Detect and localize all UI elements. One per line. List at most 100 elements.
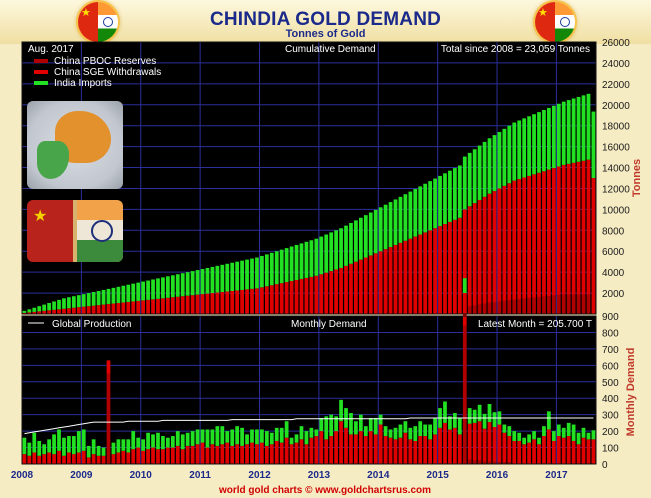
sge-bar [146,299,150,314]
pboc-bar [472,305,477,314]
sge-bar [205,293,210,314]
india-bar [116,286,121,304]
india-bar [260,255,264,288]
y-tick-label: 12000 [602,184,630,195]
x-tick-label: 2016 [486,470,509,481]
sge-bar [408,238,413,314]
x-tick-label: 2015 [427,470,450,481]
sge-bar [314,275,319,314]
india-bar [136,282,141,301]
india-bar [180,273,185,297]
india-bar [294,434,299,443]
india-bar [106,288,111,305]
sge-bar [284,437,289,464]
sge-bar [47,310,51,314]
india-bar [52,434,56,455]
india-bar [571,98,576,163]
india-bar [264,431,269,446]
sge-bar [438,226,442,314]
sge-bar [492,191,497,302]
pboc-bar [586,294,591,314]
india-bar [344,408,348,428]
sge-bar [274,440,279,464]
india-bar [146,280,150,300]
india-bar [250,429,254,443]
india-bar [235,261,240,291]
y-tick-label: 700 [602,345,619,356]
india-bar [358,414,363,432]
sge-bar [378,424,383,464]
pboc-bar [507,300,512,314]
india-bar [86,445,91,458]
sge-bar [418,234,423,314]
india-bar [329,232,334,272]
india-bar [561,427,566,438]
india-bar [190,431,195,446]
sge-bar [576,161,581,295]
sge-bar [264,286,269,314]
sge-bar [230,290,235,314]
india-bar [472,149,477,204]
y-tick-label: 900 [602,312,619,323]
sge-bar [398,437,403,464]
india-bar [482,413,487,429]
y-tick-label: 8000 [602,226,625,237]
sge-bar [161,449,165,464]
sge-bar [255,288,259,314]
sge-bar [250,442,254,464]
china-india-medal-icon: ★ [535,2,575,42]
pboc-bar [571,294,576,314]
india-bar [250,258,254,289]
sge-bar [57,450,61,464]
pboc-bar [522,298,527,314]
sge-bar [512,180,517,300]
sge-bar [581,160,586,295]
sge-bar [195,294,200,314]
sge-bar [37,311,42,314]
india-bar [398,196,403,243]
india-bar [324,416,329,440]
sge-bar [215,445,220,464]
india-bar [299,426,304,440]
sge-bar [457,217,462,314]
india-bar [393,199,398,245]
sge-bar [507,183,512,301]
pboc-bar [512,299,517,314]
india-bar [22,437,27,455]
sge-bar [205,447,210,464]
india-bar [151,279,155,300]
sge-bar [175,296,180,314]
sge-bar [255,444,259,464]
india-bar [101,289,106,305]
sge-bar [27,312,32,314]
sge-bar [497,188,502,302]
sge-bar [111,303,116,314]
sge-bar [289,281,294,314]
india-bar [170,275,175,298]
sge-bar [106,304,111,314]
india-bar [443,401,447,423]
y-tick-label: 20000 [602,101,630,112]
sge-bar [260,442,264,464]
india-bar [334,230,338,270]
sge-bar [170,297,175,314]
sge-bar [240,445,244,464]
india-bar [230,262,235,291]
sge-bar [175,445,180,464]
sge-bar [502,185,507,301]
sge-bar [47,452,51,464]
x-tick-label: 2011 [189,470,211,481]
sge-bar [472,422,477,461]
sge-bar [116,303,121,314]
sge-bar [497,424,502,463]
sge-bar [62,308,66,314]
sge-bar [334,431,338,464]
sge-bar [527,442,531,464]
pboc-bar [472,460,477,464]
india-bar [398,424,403,438]
india-bar [586,432,591,440]
india-bar [96,290,101,306]
india-bar [76,295,81,308]
india-bar [111,442,116,455]
sge-bar [428,230,433,314]
